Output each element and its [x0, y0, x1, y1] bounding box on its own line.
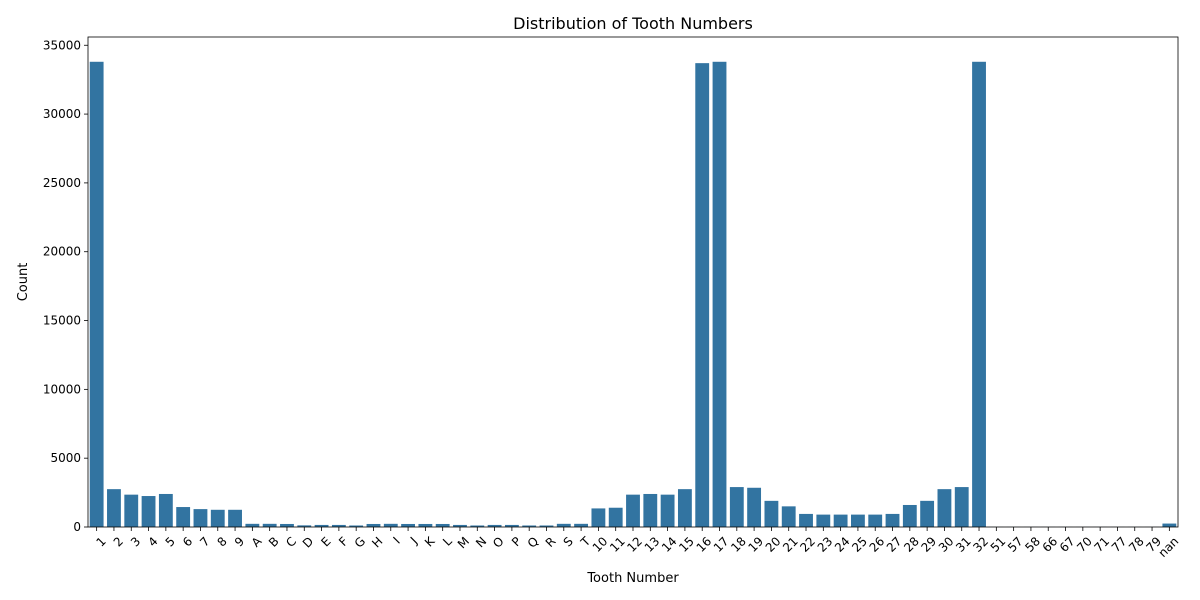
- y-tick-label: 25000: [43, 176, 81, 190]
- bar-22: [799, 513, 813, 527]
- bar-17: [712, 61, 727, 527]
- bar-25: [851, 514, 865, 527]
- x-tick-label: K: [422, 533, 438, 549]
- bar-31: [954, 487, 969, 527]
- bar-32: [972, 61, 986, 527]
- x-tick-label: nan: [1156, 534, 1182, 560]
- x-tick-label: O: [490, 534, 507, 551]
- bar-5: [158, 493, 173, 527]
- bar-H: [366, 523, 381, 527]
- x-tick-label: 8: [215, 534, 230, 549]
- x-tick-label: 5: [163, 534, 178, 549]
- bar-28: [902, 504, 917, 527]
- bar-14: [660, 494, 675, 527]
- y-tick-label: 0: [73, 520, 81, 534]
- x-tick-label: A: [249, 534, 265, 550]
- x-tick-label: 7: [197, 534, 212, 549]
- bar-18: [729, 487, 744, 527]
- bar-7: [193, 509, 208, 527]
- bar-Q: [522, 525, 537, 527]
- bar-21: [781, 506, 796, 527]
- y-tick-label: 20000: [43, 245, 81, 259]
- bars-group: [89, 61, 1177, 528]
- bar-D: [297, 525, 312, 527]
- bar-27: [885, 513, 900, 527]
- bar-4: [141, 496, 156, 527]
- x-tick-label: S: [561, 534, 576, 549]
- bar-E: [314, 524, 329, 527]
- bar-P: [504, 524, 519, 527]
- y-axis-label: Count: [16, 263, 31, 302]
- x-tick-label: N: [473, 534, 489, 550]
- x-tick-label: 1: [93, 534, 108, 549]
- bar-3: [124, 494, 139, 527]
- bar-8: [210, 509, 225, 527]
- y-tick-label: 35000: [43, 38, 81, 52]
- bar-2: [107, 489, 121, 527]
- x-tick-label: 6: [180, 534, 195, 549]
- bar-I: [383, 523, 398, 527]
- bar-11: [608, 507, 623, 527]
- bar-30: [937, 489, 952, 527]
- bar-20: [764, 500, 779, 527]
- bar-26: [868, 514, 883, 527]
- bar-G: [349, 525, 364, 527]
- x-tick-label: 4: [145, 534, 160, 549]
- y-tick-label: 30000: [43, 107, 81, 121]
- bar-T: [574, 523, 589, 527]
- bar-9: [228, 509, 242, 527]
- bar-16: [695, 63, 710, 528]
- x-tick-label: C: [283, 534, 299, 550]
- bar-24: [833, 514, 848, 527]
- plot-frame: [87, 36, 1179, 528]
- y-axis: 0 5000 10000 15000 20000 25000 30000 35000: [43, 38, 88, 534]
- bar-A: [245, 523, 260, 527]
- x-tick-label: 2: [111, 534, 126, 549]
- bar-J: [401, 523, 415, 527]
- bar-1: [89, 61, 104, 527]
- bar-23: [816, 514, 831, 527]
- x-tick-label: M: [455, 534, 472, 551]
- x-tick-label: F: [336, 534, 351, 549]
- bar-R: [539, 525, 554, 527]
- x-tick-label: B: [266, 534, 282, 550]
- x-tick-label: Q: [525, 534, 542, 551]
- bar-19: [747, 487, 762, 527]
- bar-nan: [1162, 523, 1177, 527]
- bar-L: [435, 523, 450, 527]
- bar-B: [262, 523, 277, 527]
- x-tick-label: E: [318, 534, 333, 549]
- bar-15: [677, 489, 692, 527]
- bar-M: [453, 524, 467, 527]
- bar-13: [643, 493, 658, 527]
- bar-6: [176, 507, 191, 527]
- x-tick-label: H: [369, 534, 385, 550]
- bar-K: [418, 523, 433, 527]
- x-axis-label: Tooth Number: [586, 571, 679, 586]
- x-axis: 1 2 3 4 5 6 7 8 9 A B C D E F G H I J K L M N O P Q R S T10111213141…: [93, 527, 1181, 560]
- x-tick-label: L: [440, 534, 455, 549]
- bar-10: [591, 508, 606, 527]
- y-tick-label: 5000: [50, 451, 81, 465]
- bar-N: [470, 525, 485, 527]
- chart-title: Distribution of Tooth Numbers: [513, 14, 753, 33]
- bar-S: [556, 523, 571, 527]
- x-tick-label: R: [543, 534, 559, 550]
- y-tick-label: 15000: [43, 314, 81, 328]
- x-tick-label: D: [300, 534, 316, 550]
- x-tick-label: I: [390, 534, 402, 546]
- x-tick-label: G: [352, 534, 368, 550]
- bar-C: [280, 523, 294, 527]
- y-tick-label: 10000: [43, 382, 81, 396]
- x-tick-label: 9: [232, 534, 247, 549]
- bar-F: [331, 524, 346, 527]
- bar-12: [626, 494, 640, 527]
- bar-O: [487, 524, 502, 527]
- x-tick-label: 3: [128, 534, 143, 549]
- x-tick-label: P: [509, 534, 524, 549]
- x-tick-label: J: [407, 534, 420, 547]
- bar-29: [920, 500, 935, 527]
